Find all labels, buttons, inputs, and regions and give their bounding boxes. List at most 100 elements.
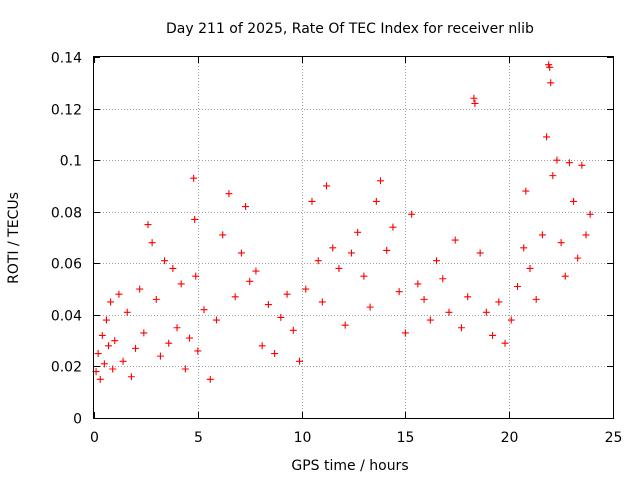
data-point bbox=[514, 282, 522, 290]
x-tick-label: 20 bbox=[501, 430, 519, 446]
data-point bbox=[561, 272, 569, 280]
data-point bbox=[252, 267, 260, 275]
data-point bbox=[414, 280, 422, 288]
data-point bbox=[546, 63, 554, 71]
data-point bbox=[549, 172, 557, 180]
data-point bbox=[206, 375, 214, 383]
data-point bbox=[271, 350, 279, 358]
grid-lines bbox=[94, 57, 613, 418]
data-point bbox=[96, 375, 104, 383]
data-point bbox=[156, 352, 164, 360]
data-point bbox=[553, 156, 561, 164]
x-tick-label: 25 bbox=[605, 430, 623, 446]
data-point bbox=[200, 306, 208, 314]
data-point bbox=[109, 365, 117, 373]
data-point bbox=[489, 331, 497, 339]
data-point bbox=[107, 298, 115, 306]
y-tick-label: 0.04 bbox=[51, 309, 82, 325]
data-point bbox=[192, 272, 200, 280]
y-tick-label: 0 bbox=[73, 412, 82, 428]
data-point bbox=[543, 133, 551, 141]
data-point bbox=[94, 350, 102, 358]
data-point bbox=[119, 357, 127, 365]
data-point bbox=[144, 221, 152, 229]
data-point bbox=[194, 347, 202, 355]
data-point bbox=[470, 94, 478, 102]
data-point bbox=[136, 285, 144, 293]
y-tick-label: 0.12 bbox=[51, 103, 82, 119]
data-point bbox=[231, 293, 239, 301]
data-point bbox=[132, 344, 140, 352]
data-point bbox=[347, 249, 355, 257]
data-point bbox=[557, 239, 565, 247]
data-point bbox=[439, 275, 447, 283]
data-point bbox=[570, 197, 578, 205]
data-point bbox=[482, 308, 490, 316]
data-point bbox=[148, 239, 156, 247]
data-point bbox=[246, 277, 254, 285]
data-point bbox=[501, 339, 509, 347]
data-points bbox=[92, 61, 594, 383]
data-point bbox=[100, 360, 108, 368]
data-point bbox=[582, 231, 590, 239]
data-point bbox=[372, 197, 380, 205]
data-point bbox=[111, 337, 119, 345]
data-point bbox=[277, 313, 285, 321]
data-point bbox=[335, 264, 343, 272]
data-point bbox=[123, 308, 131, 316]
plot-frame bbox=[93, 56, 614, 419]
data-point bbox=[538, 231, 546, 239]
data-point bbox=[264, 301, 272, 309]
data-point bbox=[296, 357, 304, 365]
axis-ticks: 0 5 10 15 20 25 0 0.02 0.04 0.06 0.08 0.1 0.12 0.14 bbox=[51, 51, 623, 447]
chart-title: Day 211 of 2025, Rate Of TEC Index for r… bbox=[166, 21, 534, 37]
data-point bbox=[161, 257, 169, 265]
data-point bbox=[360, 272, 368, 280]
data-point bbox=[289, 326, 297, 334]
x-tick-label: 0 bbox=[90, 430, 99, 446]
data-point bbox=[191, 215, 199, 223]
data-point bbox=[464, 293, 472, 301]
data-point bbox=[283, 290, 291, 298]
data-point bbox=[565, 159, 573, 167]
data-point bbox=[408, 210, 416, 218]
data-point bbox=[323, 182, 331, 190]
data-point bbox=[586, 210, 594, 218]
data-point bbox=[476, 249, 484, 257]
data-point bbox=[395, 288, 403, 296]
data-point bbox=[105, 342, 113, 350]
data-point bbox=[341, 321, 349, 329]
data-point bbox=[173, 324, 181, 332]
data-point bbox=[140, 329, 148, 337]
data-point bbox=[383, 246, 391, 254]
data-point bbox=[242, 203, 250, 211]
data-point bbox=[526, 264, 534, 272]
data-point bbox=[389, 223, 397, 231]
x-tick-label: 10 bbox=[294, 430, 312, 446]
data-point bbox=[308, 197, 316, 205]
data-point bbox=[445, 308, 453, 316]
data-point bbox=[547, 79, 555, 87]
x-tick-label: 5 bbox=[194, 430, 203, 446]
data-point bbox=[115, 290, 123, 298]
data-point bbox=[578, 161, 586, 169]
data-point bbox=[574, 254, 582, 262]
data-point bbox=[185, 334, 193, 342]
data-point bbox=[258, 342, 266, 350]
data-point bbox=[190, 174, 198, 182]
data-point bbox=[366, 303, 374, 311]
data-point bbox=[102, 316, 110, 324]
x-axis-label: GPS time / hours bbox=[291, 458, 408, 474]
data-point bbox=[451, 236, 459, 244]
data-point bbox=[471, 99, 479, 107]
data-point bbox=[165, 339, 173, 347]
data-point bbox=[98, 331, 106, 339]
data-point bbox=[314, 257, 322, 265]
data-point bbox=[401, 329, 409, 337]
x-tick-label: 15 bbox=[397, 430, 415, 446]
data-point bbox=[302, 285, 310, 293]
y-tick-label: 0.02 bbox=[51, 360, 82, 376]
data-point bbox=[522, 187, 530, 195]
data-point bbox=[426, 316, 434, 324]
data-point bbox=[219, 231, 227, 239]
